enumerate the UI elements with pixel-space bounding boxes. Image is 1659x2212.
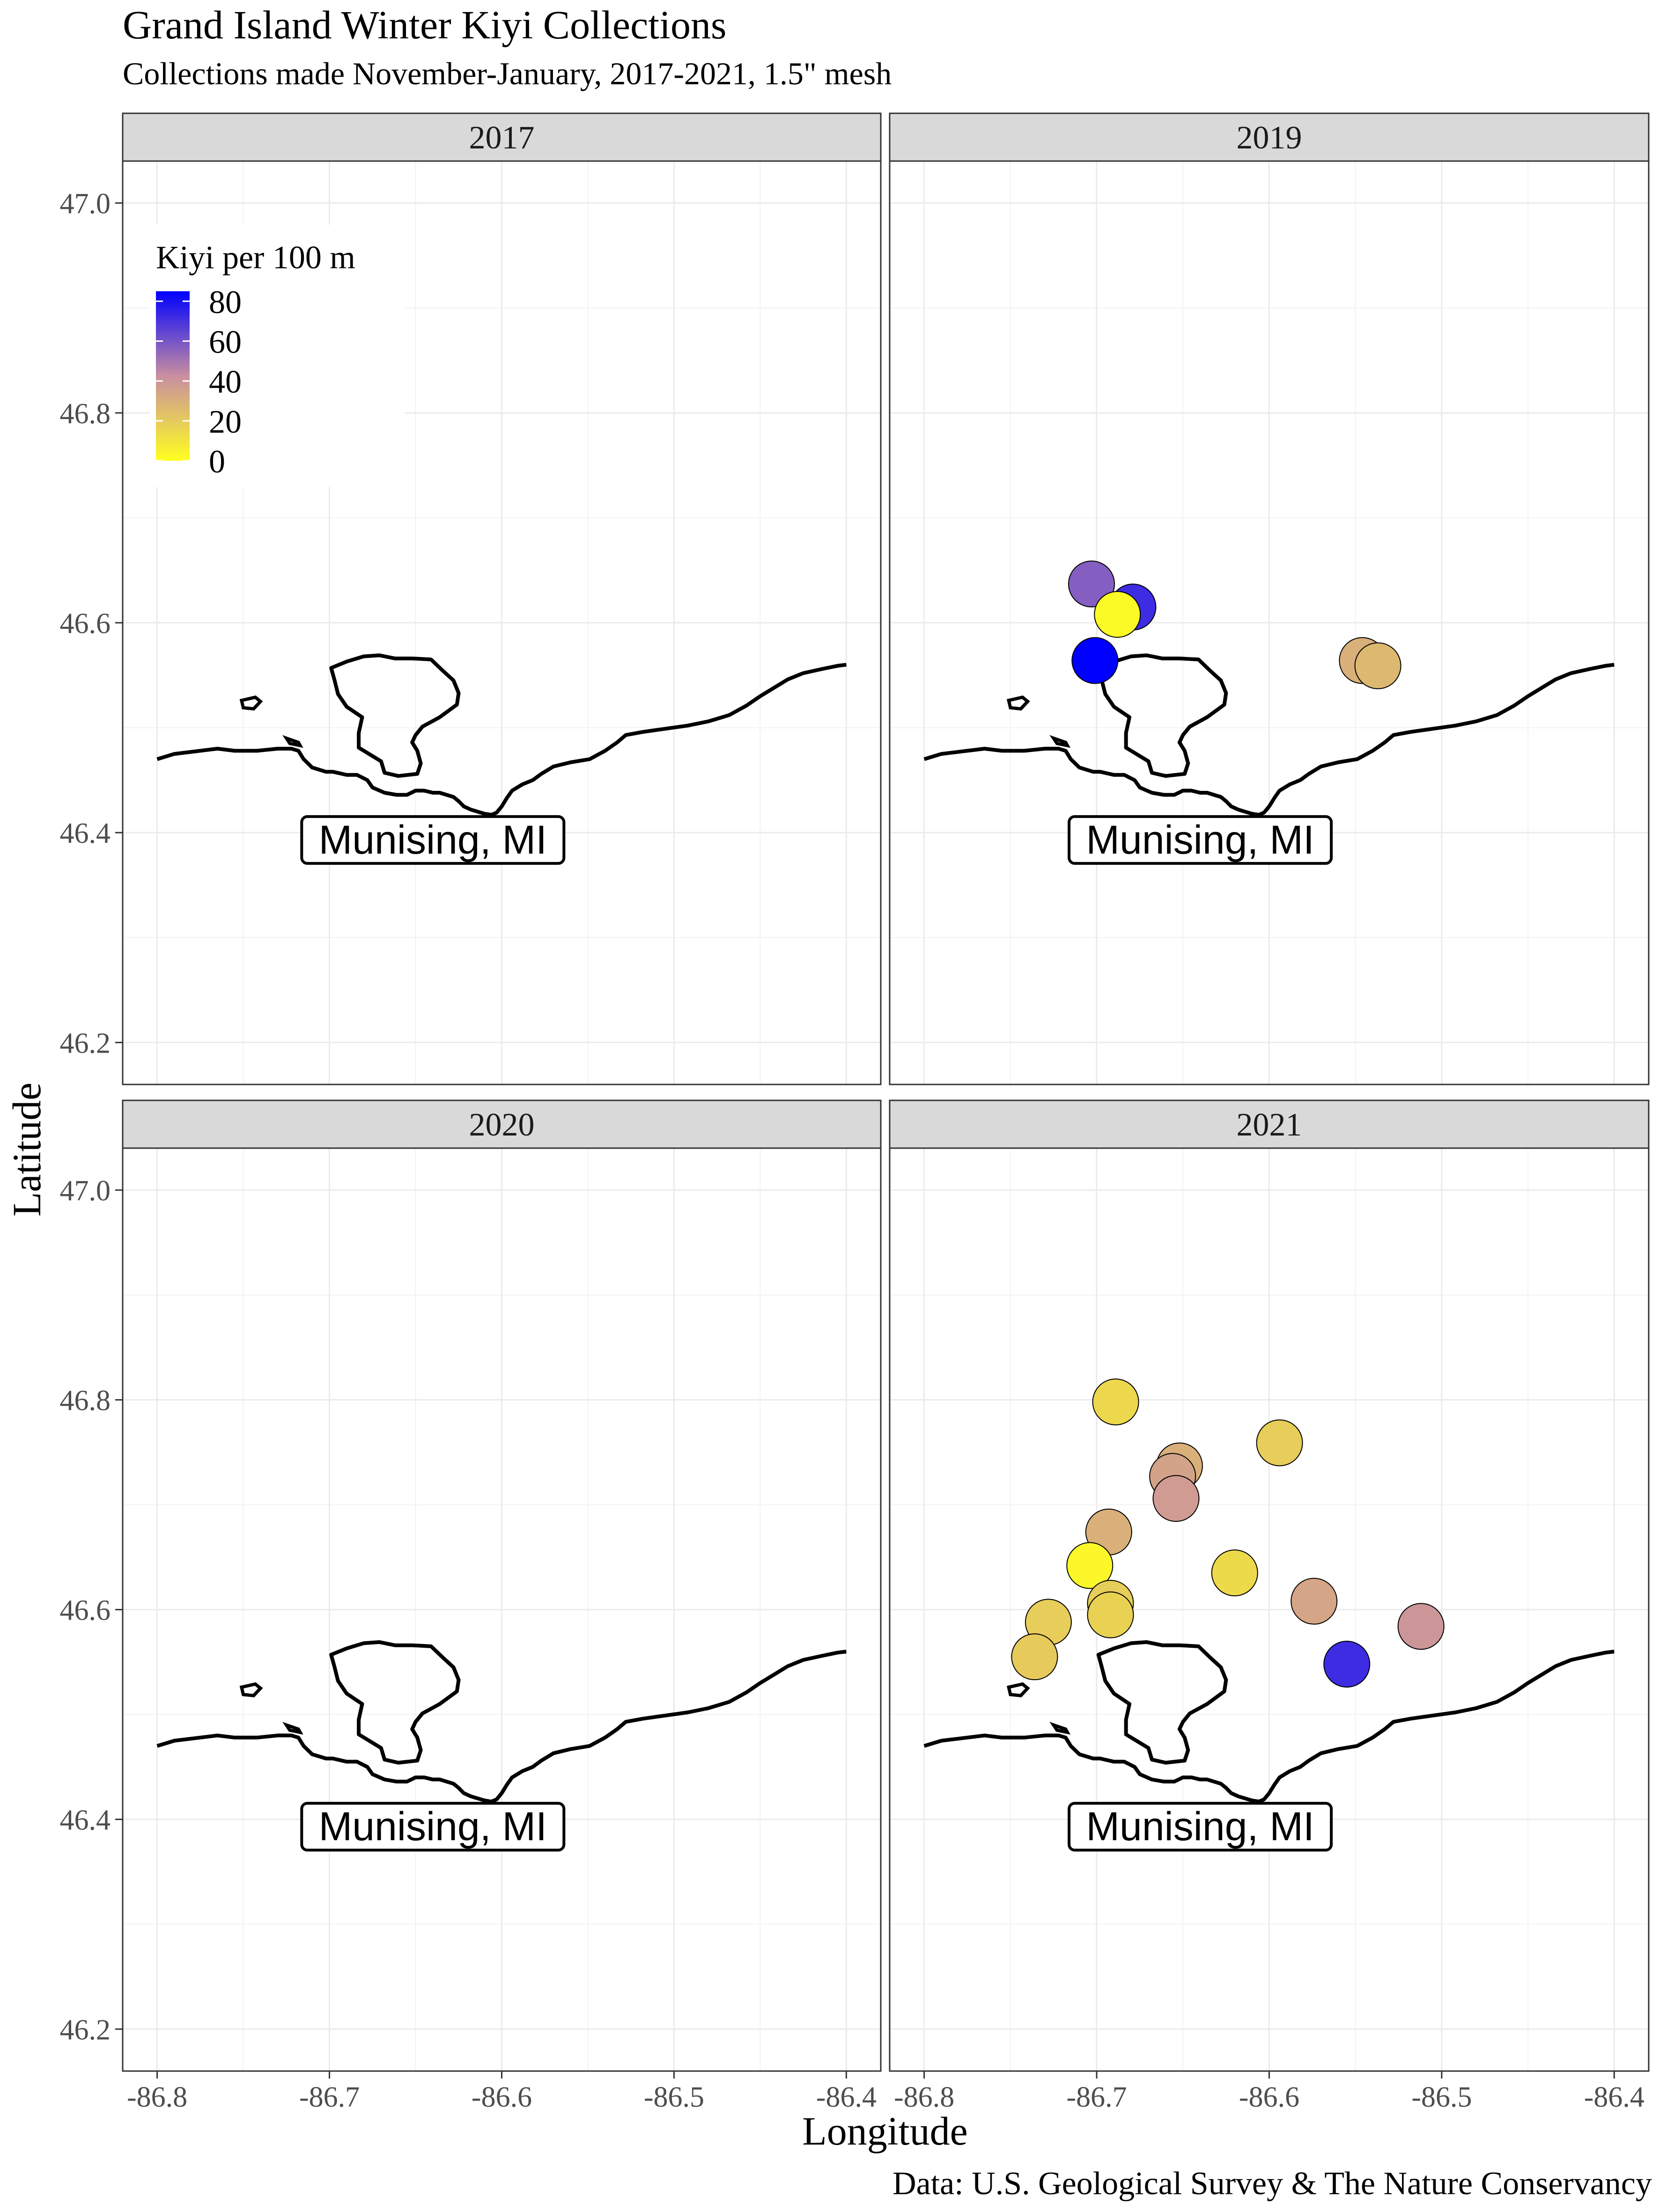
legend-background — [150, 225, 405, 487]
legend-label: 40 — [209, 364, 242, 400]
map-label-munising: Munising, MI — [1086, 818, 1314, 863]
facet-strip — [889, 112, 1650, 162]
y-tick-label: 46.4 — [60, 818, 111, 849]
facet-strip-label: 2019 — [1237, 120, 1302, 156]
y-tick-label: 47.0 — [60, 188, 111, 220]
coastline-islet — [282, 1722, 303, 1735]
coastline-islet — [1049, 1722, 1071, 1735]
data-point — [1068, 560, 1115, 608]
coastline-grand-island — [329, 1640, 461, 1765]
map-label-munising: Munising, MI — [319, 1804, 547, 1849]
facet-strip-label: 2017 — [469, 120, 535, 156]
legend-label: 60 — [209, 324, 242, 360]
data-point — [1092, 1379, 1139, 1426]
coastline-islet — [1049, 735, 1071, 748]
facet-strip — [122, 1099, 882, 1149]
x-tick-label: -86.6 — [472, 2081, 532, 2113]
panel-border — [889, 160, 1650, 1085]
y-axis-ticks: 46.2 46.4 46.6 46.8 47.0 46.2 46.4 46.6 46.8 47.0 — [60, 188, 123, 2046]
x-tick-label: -86.6 — [1239, 2081, 1299, 2113]
x-tick-label: -86.7 — [1067, 2081, 1127, 2113]
legend-label: 80 — [209, 284, 242, 320]
facet-strip-label: 2020 — [469, 1107, 535, 1143]
data-point — [1323, 1640, 1371, 1688]
data-point — [1256, 1419, 1303, 1467]
x-axis-ticks: -86.8 -86.7 -86.6 -86.5 -86.4 -86.8 -86.7 -86.6… — [127, 2071, 1644, 2113]
coastline-grand-island — [1096, 1640, 1228, 1765]
coastline-islet — [282, 735, 303, 748]
x-tick-label: -86.5 — [644, 2081, 704, 2113]
x-axis-label: Longitude — [802, 2109, 968, 2153]
coastline-islet — [239, 1682, 263, 1697]
facet-panel: 2017 Munising, MI — [122, 112, 882, 1085]
facet-panel: 2021 Munising, MI — [889, 1099, 1650, 2072]
map-label-munising: Munising, MI — [319, 818, 547, 863]
coastline-islet — [1006, 695, 1030, 711]
coastline-grand-island — [329, 653, 461, 778]
facet-panel: 2020 Munising, MI — [122, 1099, 882, 2072]
coastline-mainland — [156, 1650, 847, 1804]
data-point — [1071, 637, 1119, 684]
y-tick-label: 47.0 — [60, 1175, 111, 1207]
data-point — [1354, 642, 1401, 689]
legend-labels: 80 60 40 20 0 — [156, 284, 242, 480]
map-label-box — [1068, 815, 1333, 865]
legend-title: Kiyi per 100 m — [156, 240, 355, 276]
chart-caption: Data: U.S. Geological Survey & The Natur… — [892, 2166, 1652, 2202]
coastline-mainland — [156, 663, 847, 817]
data-point — [1066, 1542, 1113, 1589]
facet-panel: 2019 Munising, MI — [889, 112, 1650, 1085]
map-label-box — [300, 815, 566, 865]
data-point — [1011, 1633, 1058, 1681]
y-tick-label: 46.6 — [60, 1595, 111, 1627]
y-tick-label: 46.8 — [60, 1385, 111, 1417]
color-legend: Kiyi per 100 m 80 60 40 20 0 — [150, 225, 405, 487]
facet-strip-label: 2021 — [1237, 1107, 1302, 1143]
facet-strip — [122, 112, 882, 162]
facet-panels: 2017 Munising, MI 2019 Munising, MI 2020 Muni… — [122, 112, 1650, 2072]
x-tick-label: -86.8 — [894, 2081, 954, 2113]
y-axis-label: Latitude — [4, 1083, 49, 1217]
legend-label: 0 — [209, 444, 225, 480]
coastline-mainland — [923, 663, 1615, 817]
chart-title: Grand Island Winter Kiyi Collections — [123, 2, 727, 47]
y-tick-label: 46.8 — [60, 398, 111, 430]
panel-grid — [890, 1148, 1649, 2071]
x-tick-label: -86.4 — [816, 2081, 877, 2113]
y-tick-label: 46.4 — [60, 1804, 111, 1836]
coastline-mainland — [923, 1650, 1615, 1804]
x-tick-label: -86.4 — [1584, 2081, 1644, 2113]
x-tick-label: -86.8 — [127, 2081, 187, 2113]
y-tick-label: 46.2 — [60, 2014, 111, 2046]
x-tick-label: -86.5 — [1411, 2081, 1472, 2113]
legend-label: 20 — [209, 404, 242, 440]
data-point — [1211, 1549, 1258, 1597]
x-tick-label: -86.7 — [299, 2081, 360, 2113]
data-point — [1397, 1603, 1445, 1650]
coastline-grand-island — [1096, 653, 1228, 778]
panel-grid — [123, 1148, 881, 2071]
data-point — [1290, 1578, 1338, 1625]
map-label-box — [300, 1802, 566, 1852]
chart-subtitle: Collections made November-January, 2017-… — [123, 56, 892, 91]
coastline-islet — [1006, 1682, 1030, 1697]
data-point — [1152, 1475, 1200, 1522]
legend-colorbar — [156, 291, 190, 461]
data-point — [1094, 591, 1141, 638]
facet-strip — [889, 1099, 1650, 1149]
coastline-islet — [239, 695, 263, 711]
data-point — [1087, 1591, 1134, 1638]
map-label-munising: Munising, MI — [1086, 1804, 1314, 1849]
y-tick-label: 46.2 — [60, 1027, 111, 1059]
y-tick-label: 46.6 — [60, 608, 111, 640]
map-label-box — [1068, 1802, 1333, 1852]
